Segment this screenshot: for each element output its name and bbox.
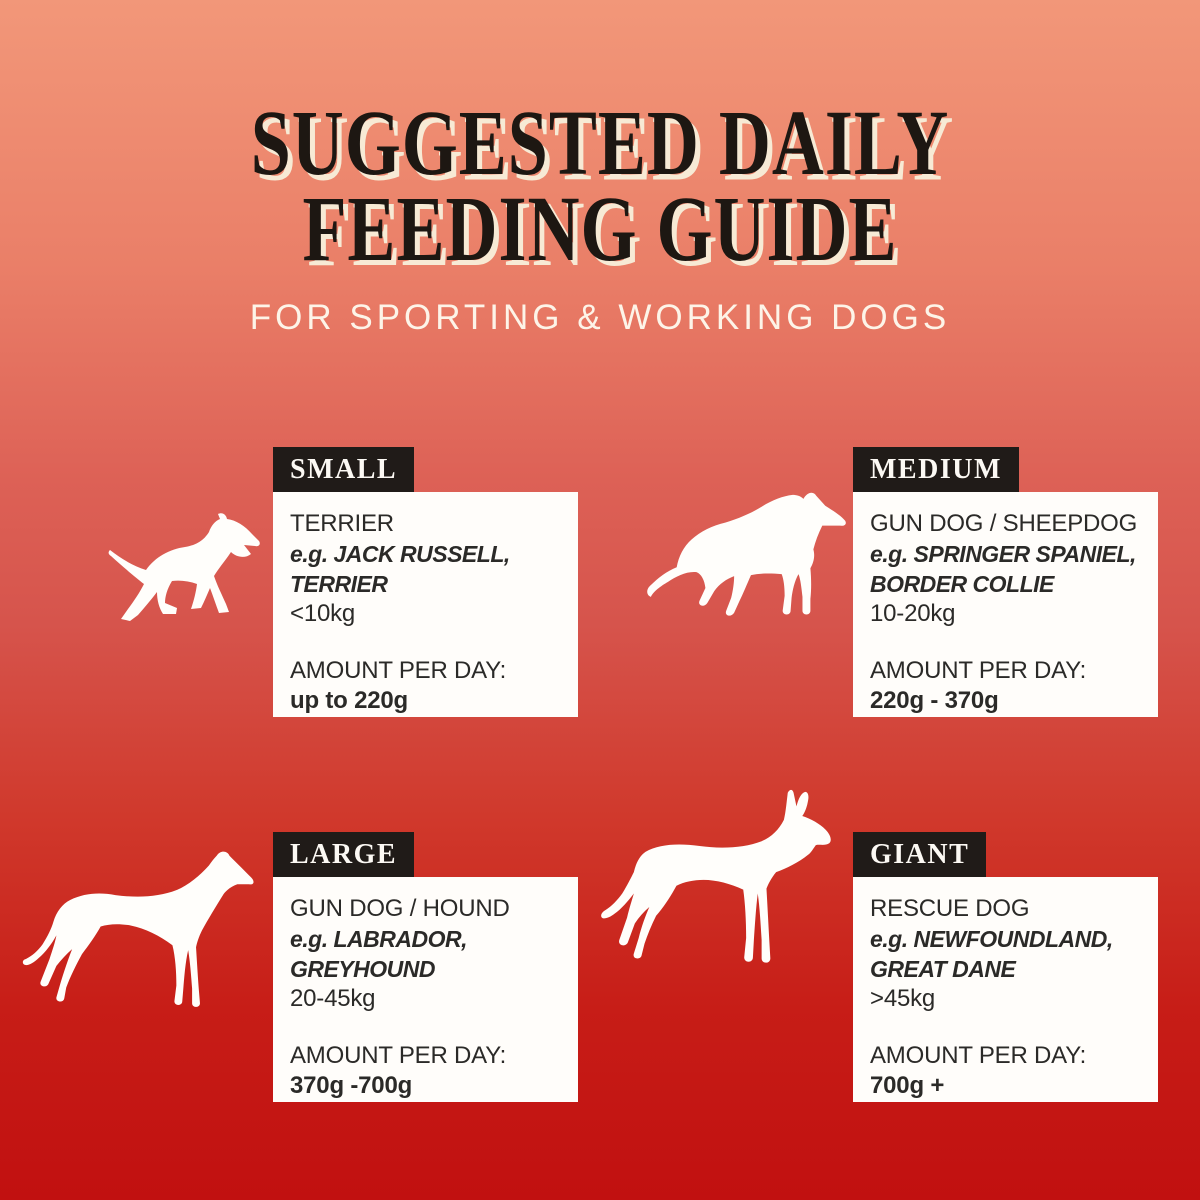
card-body-giant: RESCUE DOG e.g. NEWFOUNDLAND, GREAT DANE… bbox=[853, 877, 1158, 1102]
terrier-dog-icon bbox=[105, 508, 265, 624]
size-badge-large: LARGE bbox=[273, 832, 415, 877]
amount-per-day-label: AMOUNT PER DAY: bbox=[870, 657, 1087, 684]
breed-examples-line1: e.g. SPRINGER SPANIEL, bbox=[870, 541, 1136, 567]
breed-examples-line2: GREAT DANE bbox=[870, 956, 1016, 982]
breed-examples-line2: BORDER COLLIE bbox=[870, 571, 1054, 597]
breed-examples-line2: TERRIER bbox=[290, 571, 388, 597]
card-body-medium: GUN DOG / SHEEPDOG e.g. SPRINGER SPANIEL… bbox=[853, 492, 1158, 717]
great-dane-icon bbox=[599, 787, 841, 995]
amount-value: 220g - 370g bbox=[870, 687, 999, 714]
sheepdog-collie-icon bbox=[644, 485, 852, 634]
page-subtitle: FOR SPORTING & WORKING DOGS bbox=[249, 298, 951, 337]
greyhound-icon bbox=[21, 841, 257, 1013]
amount-per-day-label: AMOUNT PER DAY: bbox=[290, 1042, 507, 1069]
breed-examples-line1: e.g. NEWFOUNDLAND, bbox=[870, 926, 1113, 952]
breed-type: GUN DOG / HOUND bbox=[290, 895, 510, 922]
amount-per-day-label: AMOUNT PER DAY: bbox=[870, 1042, 1087, 1069]
amount-per-day-label: AMOUNT PER DAY: bbox=[290, 657, 507, 684]
card-giant: GIANT RESCUE DOG e.g. NEWFOUNDLAND, GREA… bbox=[853, 832, 1158, 1102]
breed-type: RESCUE DOG bbox=[870, 895, 1030, 922]
size-badge-medium: MEDIUM bbox=[853, 447, 1019, 492]
breed-examples-line2: GREYHOUND bbox=[290, 956, 436, 982]
title-line-2: FEEDING GUIDE bbox=[302, 176, 898, 281]
amount-value: 700g + bbox=[870, 1072, 945, 1099]
weight-range: 20-45kg bbox=[290, 985, 376, 1012]
size-badge-giant: GIANT bbox=[853, 832, 987, 877]
breed-examples-line1: e.g. LABRADOR, bbox=[290, 926, 468, 952]
breed-type: GUN DOG / SHEEPDOG bbox=[870, 510, 1138, 537]
weight-range: >45kg bbox=[870, 985, 936, 1012]
weight-range: <10kg bbox=[290, 600, 356, 627]
amount-value: 370g -700g bbox=[290, 1072, 413, 1099]
title-line-1: SUGGESTED DAILY bbox=[250, 90, 950, 195]
card-small: SMALL TERRIER e.g. JACK RUSSELL, TERRIER… bbox=[273, 447, 578, 717]
breed-type: TERRIER bbox=[290, 510, 394, 537]
card-body-small: TERRIER e.g. JACK RUSSELL, TERRIER <10kg… bbox=[273, 492, 578, 717]
weight-range: 10-20kg bbox=[870, 600, 956, 627]
page-title: SUGGESTED DAILY FEEDING GUIDE bbox=[0, 96, 1200, 275]
card-medium: MEDIUM GUN DOG / SHEEPDOG e.g. SPRINGER … bbox=[853, 447, 1158, 717]
card-body-large: GUN DOG / HOUND e.g. LABRADOR, GREYHOUND… bbox=[273, 877, 578, 1102]
breed-examples-line1: e.g. JACK RUSSELL, bbox=[290, 541, 510, 567]
amount-value: up to 220g bbox=[290, 687, 409, 714]
size-badge-small: SMALL bbox=[273, 447, 415, 492]
card-large: LARGE GUN DOG / HOUND e.g. LABRADOR, GRE… bbox=[273, 832, 578, 1102]
